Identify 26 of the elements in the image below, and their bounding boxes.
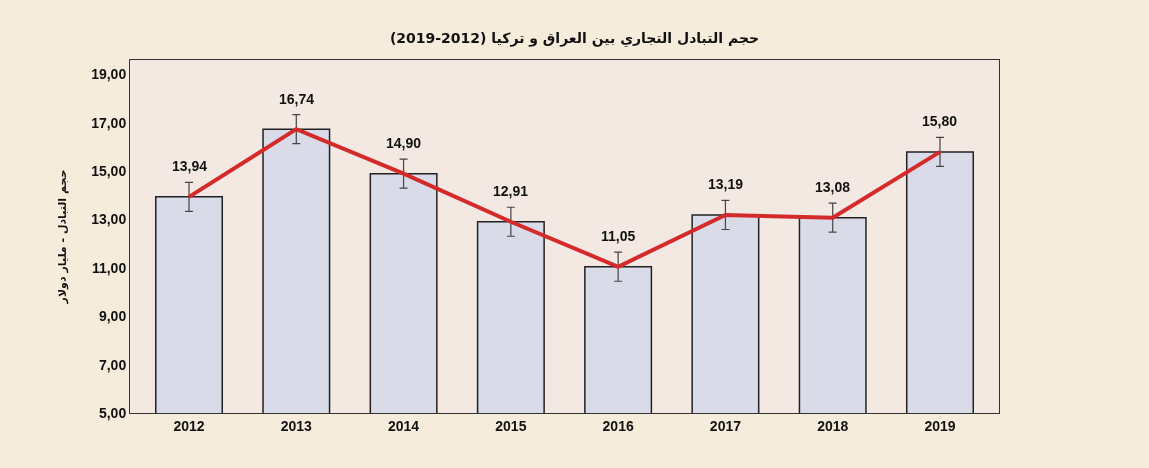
x-tick-label: 2017 [709, 417, 742, 434]
chart-title: حجم التبادل التجاري بين العراق و تركيا (2012-2019) [389, 29, 760, 48]
data-label: 11,05 [601, 228, 636, 244]
x-tick-label: 2019 [924, 417, 956, 434]
data-label: 13,19 [708, 176, 744, 192]
data-label: 13,08 [815, 179, 851, 195]
y-tick-label: 15,00 [91, 163, 127, 180]
data-label: 14,90 [386, 135, 422, 151]
x-tick-label: 2015 [495, 417, 527, 434]
data-label: 15,80 [922, 113, 958, 129]
x-tick-label: 2012 [173, 417, 205, 434]
data-label: 12,91 [493, 183, 529, 199]
x-tick-label: 2018 [817, 417, 849, 434]
y-tick-label: 5,00 [98, 404, 127, 421]
y-tick-label: 17,00 [91, 114, 127, 131]
y-tick-label: 11,00 [91, 259, 127, 276]
y-tick-label: 9,00 [98, 308, 127, 325]
y-tick-label: 13,00 [91, 211, 127, 228]
y-axis-title: حجم التبادل - مليار دولار [55, 169, 69, 305]
x-tick-label: 2014 [387, 417, 420, 434]
data-label: 16,74 [279, 91, 315, 107]
x-tick-label: 2013 [280, 417, 313, 434]
y-tick-label: 7,00 [98, 356, 127, 373]
data-label: 13,94 [172, 158, 208, 174]
y-tick-label: 19,00 [91, 66, 127, 83]
x-tick-label: 2016 [602, 417, 634, 434]
